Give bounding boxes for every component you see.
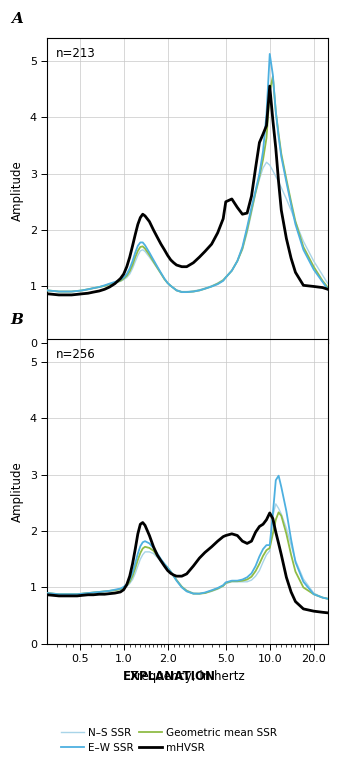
Text: B: B bbox=[11, 313, 24, 327]
Legend: N–S SSR, E–W SSR, Geometric mean SSR, mHVSR: N–S SSR, E–W SSR, Geometric mean SSR, mH… bbox=[61, 728, 277, 753]
Text: A: A bbox=[11, 12, 23, 26]
Text: EXPLANATION: EXPLANATION bbox=[122, 670, 216, 684]
X-axis label: Frequency, in hertz: Frequency, in hertz bbox=[131, 670, 244, 683]
Text: n=213: n=213 bbox=[56, 47, 96, 60]
Y-axis label: Amplitude: Amplitude bbox=[11, 461, 24, 522]
Y-axis label: Amplitude: Amplitude bbox=[11, 160, 24, 221]
Text: n=256: n=256 bbox=[56, 348, 96, 361]
